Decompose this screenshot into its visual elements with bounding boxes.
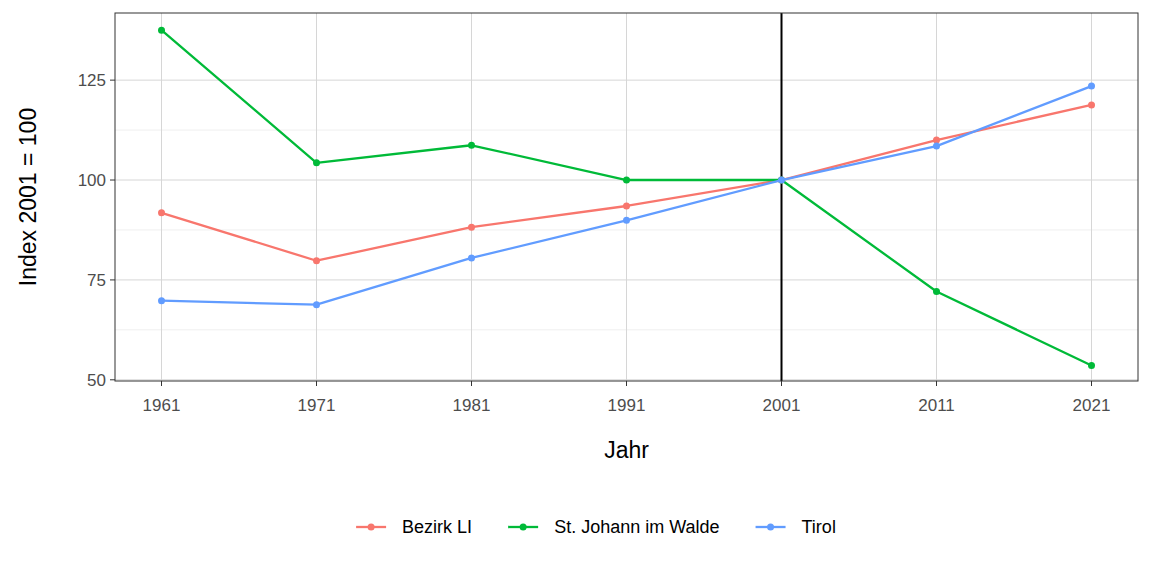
data-point xyxy=(933,143,940,150)
legend-label: Tirol xyxy=(802,517,836,537)
legend-label: Bezirk LI xyxy=(402,517,472,537)
grid-line xyxy=(1091,13,1092,381)
data-point xyxy=(933,288,940,295)
legend-key xyxy=(767,524,774,531)
axes: 50 75 100 125 1961 1971 1981 1991 2001 2011 2021 xyxy=(78,71,1111,415)
data-point xyxy=(1088,362,1095,369)
data-point xyxy=(313,257,320,264)
tick xyxy=(110,80,115,81)
tick-label: 100 xyxy=(78,171,106,190)
data-point xyxy=(1088,101,1095,108)
data-point xyxy=(933,137,940,144)
series xyxy=(158,27,1095,369)
data-point xyxy=(468,224,475,231)
data-point xyxy=(158,297,165,304)
data-point xyxy=(468,254,475,261)
tick-label: 1991 xyxy=(608,396,646,415)
tick xyxy=(316,381,317,386)
axis-title: Index 2001 = 100 xyxy=(15,108,41,286)
reference-line xyxy=(781,13,783,381)
tick xyxy=(781,381,782,386)
series-line xyxy=(162,105,1092,261)
grid-line xyxy=(471,13,472,381)
tick-label: 1961 xyxy=(143,396,181,415)
tick-label: 2001 xyxy=(763,396,801,415)
legend: Bezirk LI St. Johann im Walde Tirol xyxy=(356,517,836,537)
grid-line xyxy=(936,13,937,381)
data-point xyxy=(468,142,475,149)
legend-label: St. Johann im Walde xyxy=(554,517,719,537)
data-point xyxy=(158,27,165,34)
series xyxy=(158,83,1095,309)
plot-frame xyxy=(115,13,1138,381)
tick xyxy=(110,180,115,181)
tick-label: 75 xyxy=(87,271,106,290)
data-point xyxy=(778,177,785,184)
data-point xyxy=(623,217,630,224)
plot-area xyxy=(158,13,1095,381)
tick-label: 1971 xyxy=(298,396,336,415)
series xyxy=(158,101,1095,264)
grid-line xyxy=(626,13,627,381)
tick xyxy=(110,379,115,380)
chart: 50 75 100 125 1961 1971 1981 1991 2001 2011 2021 Ja… xyxy=(0,0,1152,576)
tick xyxy=(471,381,472,386)
tick xyxy=(1091,381,1092,386)
data-point xyxy=(778,177,785,184)
data-point xyxy=(313,159,320,166)
data-point xyxy=(158,209,165,216)
tick xyxy=(626,381,627,386)
tick-label: 125 xyxy=(78,71,106,90)
series-line xyxy=(162,86,1092,305)
tick xyxy=(936,381,937,386)
grid-line xyxy=(781,13,782,381)
tick-label: 1981 xyxy=(453,396,491,415)
background xyxy=(0,0,1152,576)
tick-label: 2021 xyxy=(1073,396,1111,415)
grid-line xyxy=(316,13,317,381)
data-point xyxy=(623,177,630,184)
tick xyxy=(161,381,162,386)
data-point xyxy=(313,301,320,308)
grid xyxy=(115,13,1138,381)
axis-title: Jahr xyxy=(604,437,649,463)
legend-key xyxy=(520,524,527,531)
grid-line xyxy=(161,13,162,381)
data-point xyxy=(1088,83,1095,90)
tick-label: 50 xyxy=(87,371,106,390)
data-point xyxy=(778,177,785,184)
tick xyxy=(110,279,115,280)
series-line xyxy=(162,30,1092,365)
data-point xyxy=(623,202,630,209)
tick-label: 2011 xyxy=(918,396,955,415)
legend-key xyxy=(368,524,375,531)
